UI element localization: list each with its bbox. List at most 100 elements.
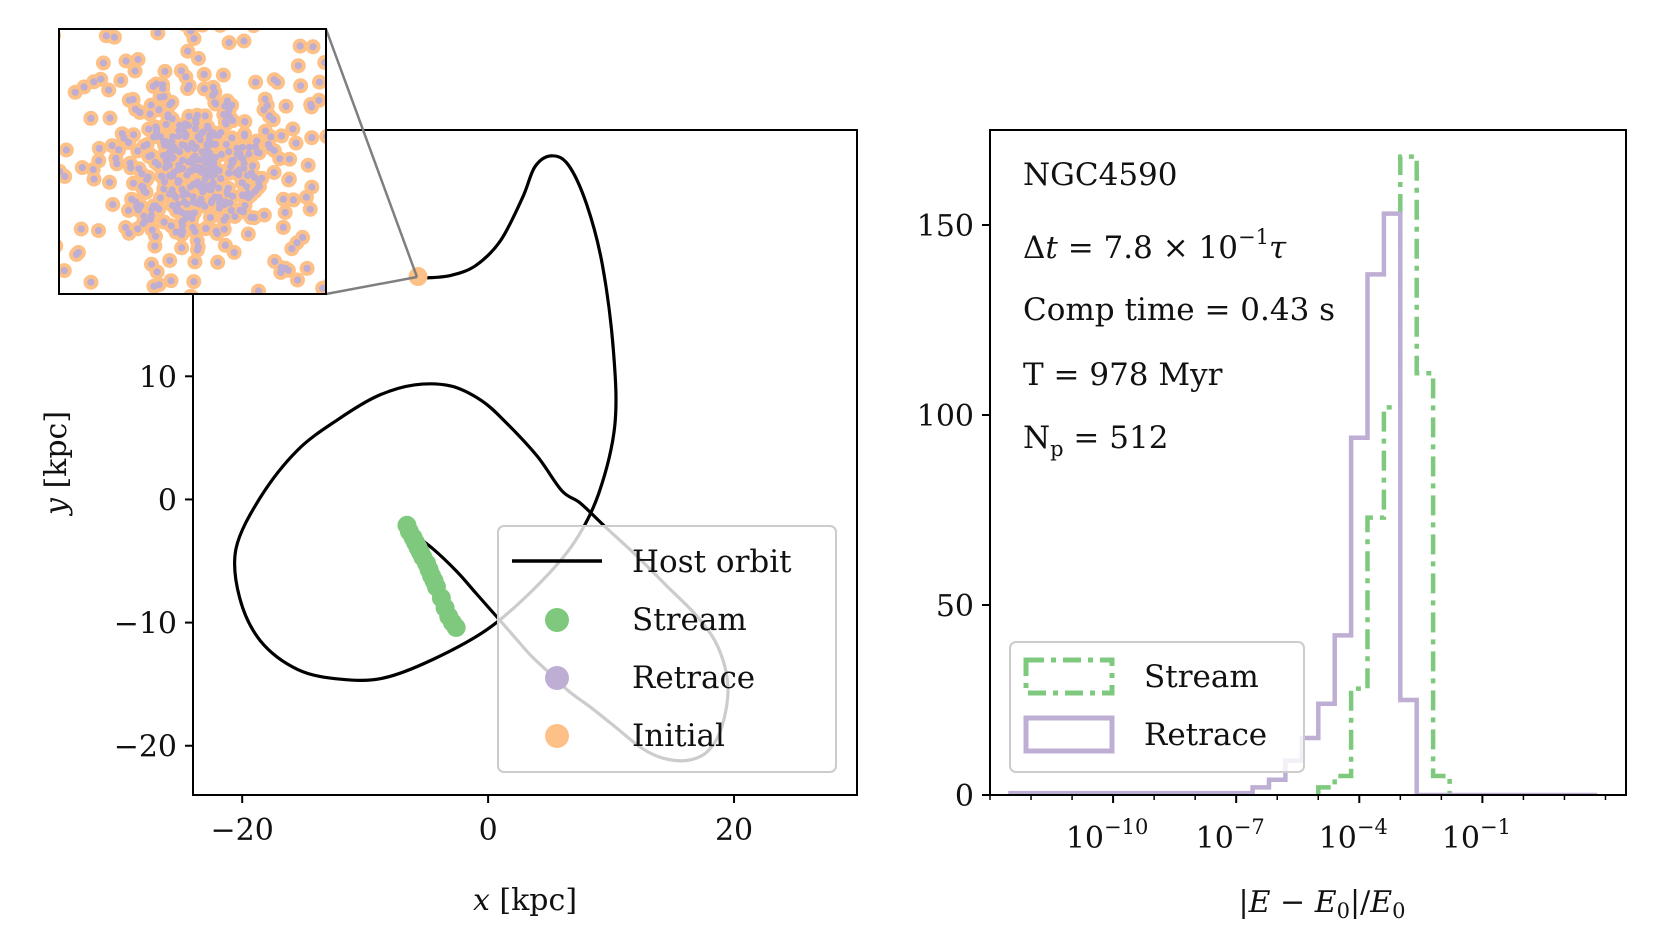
inset-retrace-point (260, 106, 268, 114)
inset-retrace-point (231, 212, 239, 221)
inset-retrace-point (189, 193, 197, 201)
inset-retrace-point (134, 55, 142, 64)
inset-retrace-point (240, 37, 248, 45)
histogram-legend-box (1009, 641, 1305, 773)
inset-initial-point (213, 29, 227, 33)
inset-retrace-point (175, 177, 183, 185)
inset-retrace-point (146, 110, 154, 118)
inset-retrace-point (136, 314, 143, 321)
annotation-timestep: Δt = 7.8 × 10−1τ (1023, 225, 1287, 266)
inset-retrace-point (285, 397, 292, 404)
inset-retrace-point (285, 175, 293, 183)
inset-retrace-point (188, 214, 196, 222)
log-x-tick-label: 10−1 (1442, 815, 1511, 856)
inset-initial-point (363, 84, 378, 99)
inset-retrace-point (261, 127, 270, 135)
inset-retrace-point (164, 150, 172, 158)
inset-retrace-point (27, 154, 34, 161)
legend-retrace-patch (1023, 715, 1115, 754)
inset-retrace-point (239, 192, 247, 200)
inset-retrace-point (182, 130, 190, 138)
inset-retrace-point (74, 248, 82, 257)
inset-retrace-point (289, 125, 297, 133)
inset-retrace-point (95, 157, 103, 165)
inset-retrace-point (151, 242, 159, 250)
inset-retrace-point (199, 128, 207, 136)
inset-retrace-point (29, 194, 36, 201)
inset-retrace-point (132, 198, 140, 206)
annotation-total-time: T = 978 Myr (1023, 357, 1223, 393)
inset-retrace-point (132, 105, 140, 113)
legend-stream-patch (1023, 657, 1115, 696)
inset-retrace-point (367, 88, 374, 95)
inset-retrace-point (90, 175, 98, 183)
inset-retrace-point (151, 158, 159, 166)
inset-retrace-point (200, 85, 208, 93)
inset-retrace-point (284, 403, 291, 410)
inset-retrace-point (201, 202, 209, 210)
inset-retrace-point (315, 78, 324, 86)
inset-retrace-point (149, 82, 157, 90)
inset-retrace-point (251, 143, 259, 151)
inset-retrace-point (108, 142, 116, 150)
inset-retrace-point (297, 82, 305, 90)
inset-retrace-point (140, 212, 148, 220)
count-tick-label: 150 (917, 209, 974, 244)
inset-retrace-point (240, 132, 249, 140)
inset-retrace-point (230, 156, 238, 164)
inset-retrace-point (209, 83, 217, 91)
inset-retrace-point (196, 136, 204, 144)
inset-retrace-point (168, 115, 176, 123)
annotation-particle-count: Np = 512 (1023, 420, 1168, 461)
legend-host-orbit-label: Host orbit (632, 544, 792, 580)
inset-retrace-point (113, 160, 121, 168)
inset-retrace-point (220, 111, 228, 119)
inset-retrace-point (131, 67, 139, 75)
inset-retrace-point (97, 75, 105, 83)
annotation-comp-time: Comp time = 0.43 s (1023, 292, 1335, 328)
inset-retrace-point (167, 172, 175, 180)
inset-retrace-point (179, 156, 187, 164)
inset-initial-point (26, 153, 41, 168)
count-tick-label: 100 (917, 399, 974, 434)
inset-retrace-point (239, 208, 247, 216)
inset-retrace-point (31, 100, 38, 107)
inset-retrace-point (181, 21, 188, 28)
inset-retrace-point (230, 248, 238, 256)
inset-initial-point (28, 191, 43, 206)
inset-retrace-point (49, 105, 56, 112)
inset-retrace-point (250, 214, 258, 222)
legend-retrace-label: Retrace (632, 660, 755, 696)
inset-retrace-point (225, 169, 233, 177)
inset-retrace-point (304, 161, 312, 169)
inset-retrace-point (155, 281, 163, 289)
inset-retrace-point (158, 172, 166, 180)
inset-initial-point (33, 276, 48, 291)
inset-retrace-point (343, 184, 350, 191)
inset-retrace-point (303, 264, 311, 272)
inset-retrace-point (155, 106, 163, 114)
inset-retrace-point (217, 22, 224, 29)
inset-retrace-point (148, 226, 156, 234)
zoom-inset (26, 19, 419, 410)
inset-retrace-point (279, 195, 287, 203)
inset-retrace-point (211, 193, 219, 201)
y-axis-label: y [kpc] (39, 411, 74, 517)
inset-retrace-point (181, 120, 190, 128)
inset-retrace-point (174, 132, 183, 140)
inset-retrace-point (213, 301, 220, 308)
inset-retrace-point (343, 182, 350, 189)
inset-retrace-point (228, 134, 236, 142)
retrace-histogram (1008, 211, 1598, 795)
inset-retrace-point (177, 67, 185, 75)
inset-retrace-point (249, 162, 257, 170)
inset-retrace-point (163, 161, 171, 169)
inset-retrace-point (299, 233, 307, 241)
inset-retrace-point (144, 173, 152, 181)
x-tick-label: −20 (211, 813, 274, 848)
inset-retrace-point (393, 149, 400, 156)
inset-retrace-point (167, 222, 175, 230)
inset-retrace-point (39, 19, 46, 26)
inset-retrace-point (178, 244, 186, 252)
inset-retrace-point (191, 258, 199, 266)
